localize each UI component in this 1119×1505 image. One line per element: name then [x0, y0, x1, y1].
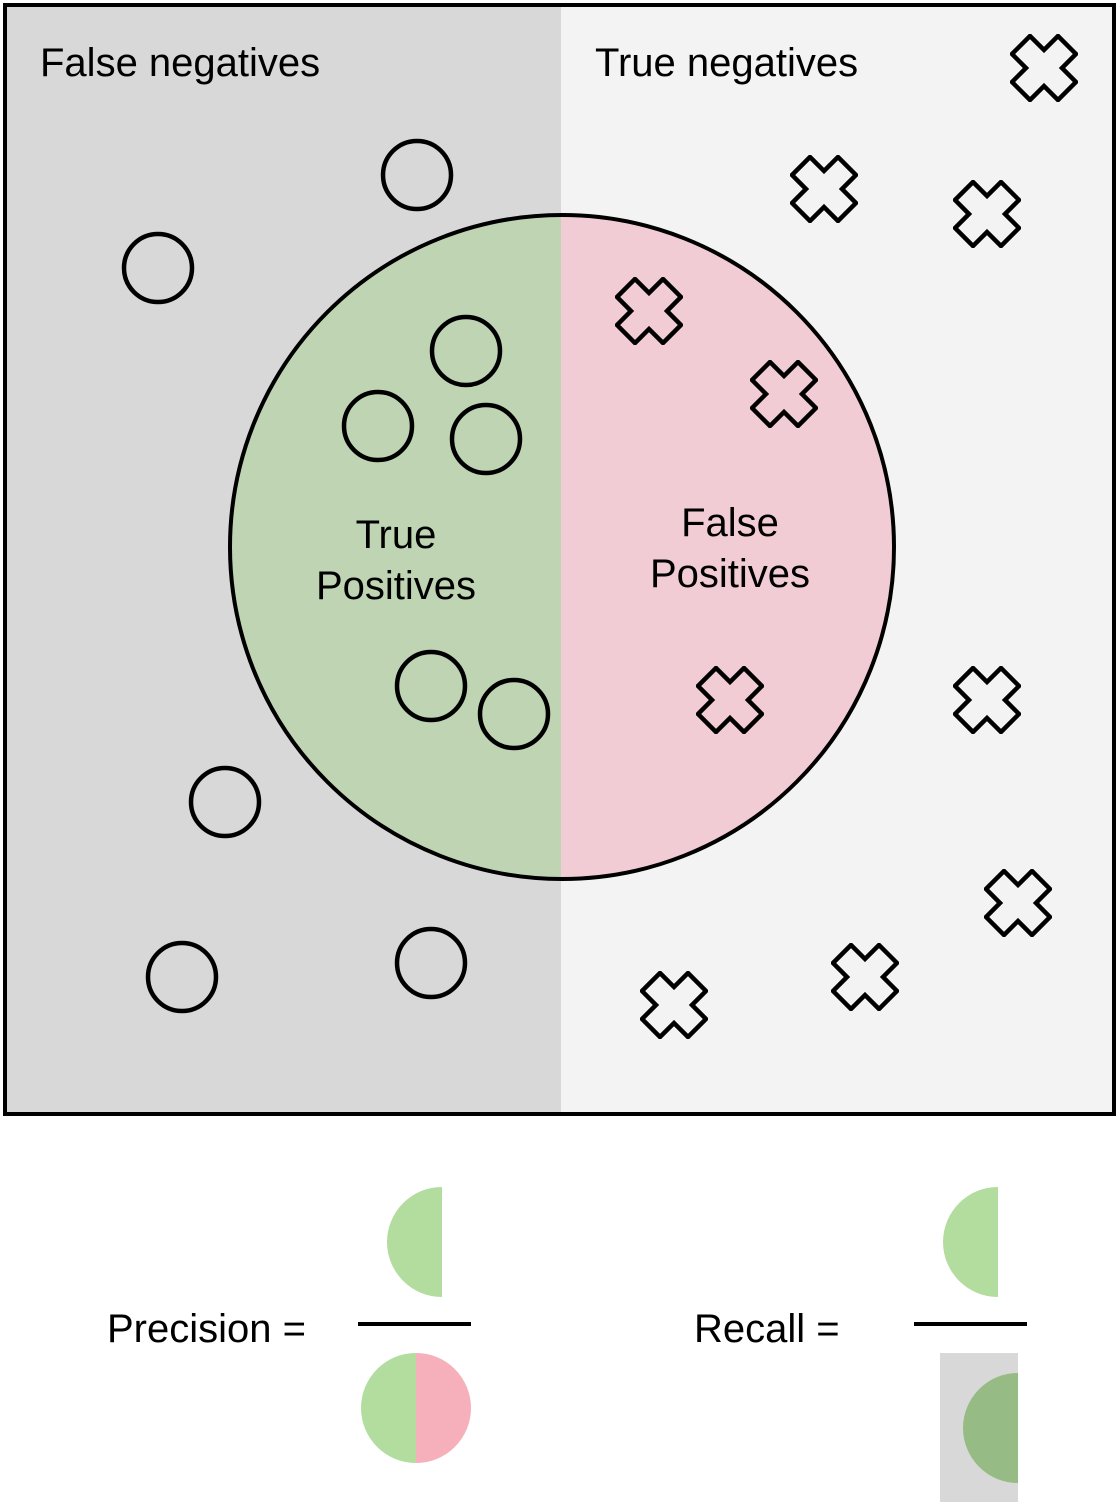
- circle-icon: [145, 940, 219, 1014]
- recall-denominator-half-circle: [963, 1373, 1018, 1483]
- recall-numerator-half-circle: [943, 1187, 998, 1297]
- circle-icon: [394, 926, 468, 1000]
- circle-icon: [121, 231, 195, 305]
- false-negatives-label: False negatives: [40, 41, 320, 85]
- false-positives-region: [561, 215, 894, 879]
- precision-denominator-green-half: [361, 1353, 416, 1463]
- outer-frame: [3, 3, 1116, 1116]
- circle-icon: [394, 649, 468, 723]
- false-positives-label-line2: Positives: [650, 552, 810, 596]
- true-positives-label-line2: Positives: [316, 564, 476, 608]
- true-negatives-label: True negatives: [595, 41, 858, 85]
- recall-label: Recall =: [694, 1307, 840, 1351]
- precision-numerator-half-circle: [387, 1187, 442, 1297]
- false-positives-label-line1: False: [681, 501, 779, 545]
- true-positives-label-line1: True: [356, 513, 437, 557]
- circle-icon: [380, 138, 454, 212]
- circle-icon: [477, 677, 551, 751]
- circle-icon: [188, 765, 262, 839]
- circle-icon: [449, 402, 523, 476]
- circle-icon: [341, 389, 415, 463]
- precision-label: Precision =: [107, 1307, 306, 1351]
- selected-elements-circle: [228, 213, 896, 881]
- circle-icon: [429, 314, 503, 388]
- precision-denominator-pink-half: [416, 1353, 471, 1463]
